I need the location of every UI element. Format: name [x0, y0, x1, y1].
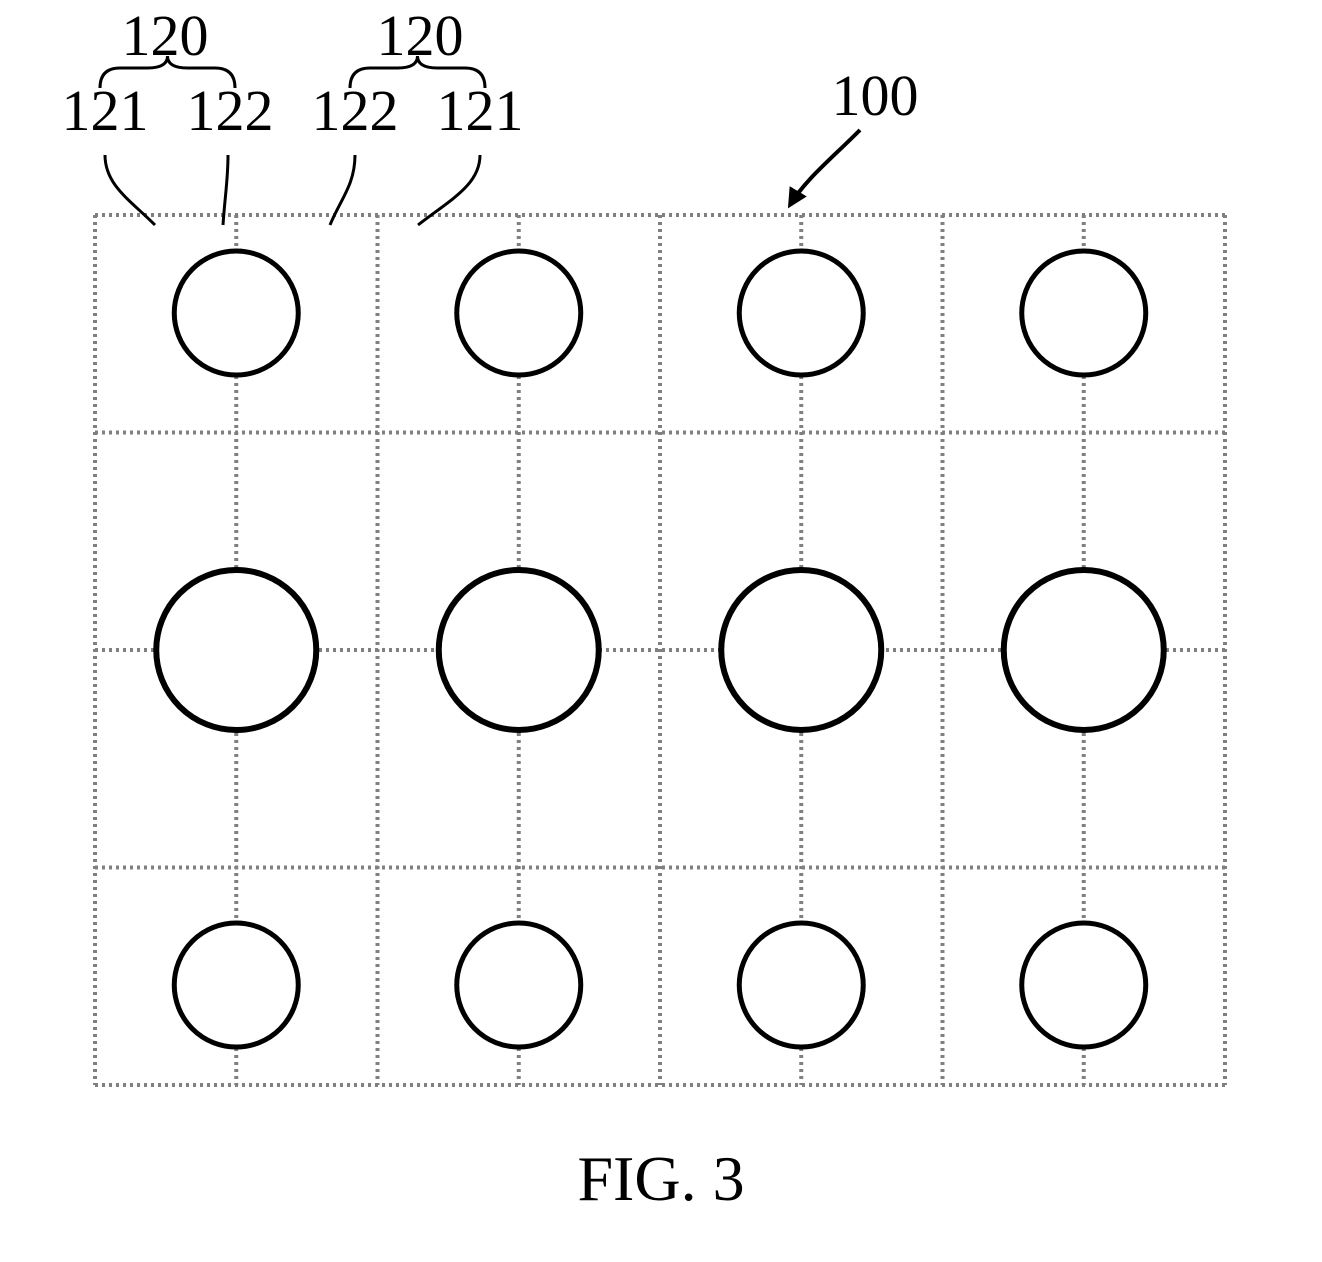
lens-circle: [174, 251, 298, 375]
lens-circle: [1022, 251, 1146, 375]
lens-circle: [457, 923, 581, 1047]
ref-121-b: 121: [437, 78, 524, 143]
ref-121-a: 121: [62, 78, 149, 143]
lens-circle: [1022, 923, 1146, 1047]
figure-caption: FIG. 3: [577, 1143, 744, 1214]
lead-122-a: [223, 155, 228, 225]
ref-120-a: 120: [122, 3, 209, 68]
lens-circle: [174, 923, 298, 1047]
ref-120-b: 120: [377, 3, 464, 68]
ref-122-a: 122: [187, 78, 274, 143]
lens-circle: [156, 570, 316, 730]
lens-circle: [721, 570, 881, 730]
lens-circle: [739, 251, 863, 375]
ref-100: 100: [832, 63, 919, 128]
lens-circle: [739, 923, 863, 1047]
lens-circle: [1004, 570, 1164, 730]
lens-circle: [439, 570, 599, 730]
ref-122-b: 122: [312, 78, 399, 143]
lens-circle: [457, 251, 581, 375]
lead-121-b: [418, 155, 480, 225]
lead-100: [790, 130, 860, 205]
